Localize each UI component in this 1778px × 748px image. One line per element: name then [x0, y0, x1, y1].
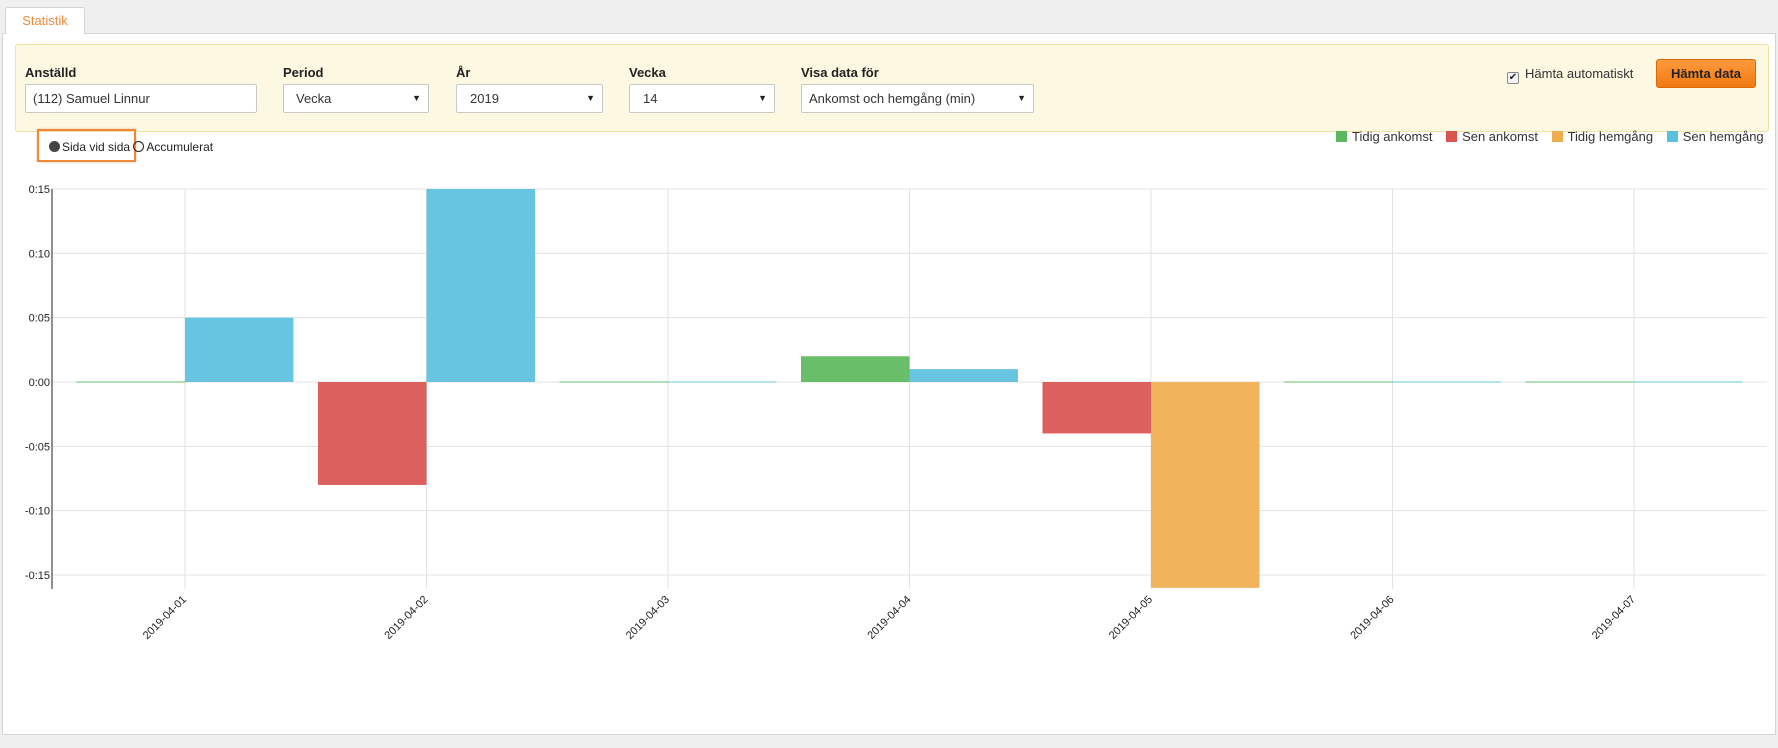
bar: [1525, 381, 1634, 383]
week-label: Vecka: [629, 65, 666, 80]
legend-item[interactable]: Sen ankomst: [1446, 129, 1538, 145]
bar: [909, 369, 1018, 382]
bar: [1151, 382, 1260, 588]
tab-statistik[interactable]: Statistik: [5, 7, 85, 34]
radio-unselected-icon: [133, 141, 145, 152]
radio-selected-icon: [49, 141, 60, 152]
x-tick-label: 2019-04-02: [382, 594, 430, 642]
period-label: Period: [283, 65, 324, 80]
radio-accumulated-label: Accumulerat: [146, 140, 214, 154]
week-field-group: Vecka 14 ▼: [629, 65, 775, 113]
legend-item[interactable]: Tidig ankomst: [1336, 129, 1432, 145]
show-data-select[interactable]: Ankomst och hemgång (min) ▼: [801, 84, 1034, 113]
employee-field-group: Anställd (112) Samuel Linnur: [25, 65, 257, 113]
period-select-value: Vecka: [296, 91, 332, 106]
bar: [1284, 381, 1393, 383]
show-data-field-group: Visa data för Ankomst och hemgång (min) …: [801, 65, 1034, 113]
week-select-value: 14: [643, 91, 658, 106]
bar: [426, 189, 535, 382]
legend-label: Tidig ankomst: [1352, 129, 1433, 144]
show-data-label: Visa data för: [801, 65, 879, 80]
statistics-panel: Anställd (112) Samuel Linnur Period Veck…: [2, 33, 1776, 735]
year-select-value: 2019: [470, 91, 499, 106]
bar: [1042, 382, 1151, 434]
bar: [668, 381, 777, 383]
radio-side-by-side[interactable]: Sida vid sida: [49, 140, 130, 154]
show-data-select-value: Ankomst och hemgång (min): [809, 91, 976, 106]
auto-fetch-toggle[interactable]: ✔ Hämta automatiskt: [1507, 66, 1634, 84]
auto-fetch-checkbox[interactable]: ✔: [1507, 72, 1519, 84]
chevron-down-icon: ▼: [412, 93, 421, 103]
bar: [318, 382, 427, 485]
legend-label: Tidig hemgång: [1567, 129, 1654, 144]
auto-fetch-label: Hämta automatiskt: [1525, 66, 1634, 81]
period-field-group: Period Vecka ▼: [283, 65, 429, 113]
y-tick-label: -0:05: [25, 441, 50, 453]
chevron-down-icon: ▼: [758, 93, 767, 103]
y-tick-label: 0:00: [29, 377, 50, 389]
fetch-data-button[interactable]: Hämta data: [1656, 59, 1756, 88]
legend-swatch: [1446, 131, 1458, 142]
employee-label: Anställd: [25, 65, 77, 80]
x-tick-label: 2019-04-03: [624, 594, 672, 642]
legend-label: Sen hemgång: [1682, 129, 1764, 144]
period-select[interactable]: Vecka ▼: [283, 84, 429, 113]
bar: [76, 381, 185, 383]
y-tick-label: 0:05: [29, 313, 50, 325]
chevron-down-icon: ▼: [1017, 93, 1026, 103]
bar: [1634, 381, 1743, 383]
x-tick-label: 2019-04-05: [1107, 594, 1155, 642]
bar: [801, 356, 910, 382]
y-tick-label: -0:15: [25, 570, 50, 582]
legend-label: Sen ankomst: [1462, 129, 1538, 144]
employee-input[interactable]: (112) Samuel Linnur: [25, 84, 257, 113]
legend-swatch: [1666, 131, 1678, 142]
year-field-group: År 2019 ▼: [456, 65, 603, 113]
x-tick-label: 2019-04-06: [1348, 594, 1396, 642]
week-select[interactable]: 14 ▼: [629, 84, 775, 113]
y-tick-label: -0:10: [25, 506, 50, 518]
x-tick-label: 2019-04-04: [865, 594, 913, 642]
year-select[interactable]: 2019 ▼: [456, 84, 603, 113]
bar: [559, 381, 668, 383]
y-tick-label: 0:15: [29, 184, 50, 196]
chart-legend: Tidig ankomst Sen ankomst Tidig hemgång …: [1336, 129, 1764, 145]
legend-swatch: [1336, 131, 1347, 142]
legend-item[interactable]: Tidig hemgång: [1551, 129, 1654, 145]
y-tick-label: 0:10: [29, 248, 50, 260]
legend-swatch: [1551, 131, 1563, 142]
view-mode-radios: Sida vid sida Accumulerat: [49, 140, 213, 154]
legend-item[interactable]: Sen hemgång: [1666, 129, 1764, 145]
bar: [185, 317, 294, 382]
radio-side-by-side-label: Sida vid sida: [62, 140, 131, 154]
filter-bar: Anställd (112) Samuel Linnur Period Veck…: [15, 44, 1769, 132]
x-tick-label: 2019-04-07: [1590, 594, 1638, 642]
radio-accumulated[interactable]: Accumulerat: [133, 140, 213, 154]
chevron-down-icon: ▼: [586, 93, 595, 103]
year-label: År: [456, 65, 471, 80]
x-tick-label: 2019-04-01: [141, 594, 189, 642]
bar: [1392, 381, 1501, 383]
